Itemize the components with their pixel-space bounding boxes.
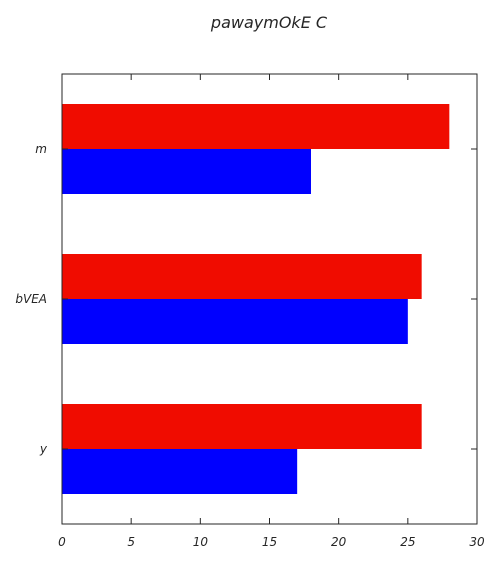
plot-frame xyxy=(61,73,478,525)
axes-group: m bVEA y 0 5 10 15 20 25 30 xyxy=(15,73,485,549)
x-tick-label: 25 xyxy=(400,535,415,549)
x-tick-label: 20 xyxy=(331,535,347,549)
bar-m-series-1 xyxy=(62,104,450,149)
bar-bVEA-series-2 xyxy=(62,299,408,344)
x-tick-label: 10 xyxy=(193,535,209,549)
bar-m-series-2 xyxy=(62,149,311,194)
y-tick-label: bVEA xyxy=(15,292,47,306)
bar-y-series-2 xyxy=(62,449,298,494)
x-tick-label: 30 xyxy=(469,535,485,549)
x-tick-label: 5 xyxy=(127,535,135,549)
y-tick-label: m xyxy=(35,142,47,156)
bars-group xyxy=(62,104,450,494)
chart-title: pawaymOkE C xyxy=(210,13,328,32)
bar-y-series-1 xyxy=(62,404,422,449)
y-tick-label: y xyxy=(39,442,48,456)
bar-bVEA-series-1 xyxy=(62,254,422,299)
x-tick-label: 0 xyxy=(58,535,66,549)
x-tick-label: 15 xyxy=(262,535,277,549)
